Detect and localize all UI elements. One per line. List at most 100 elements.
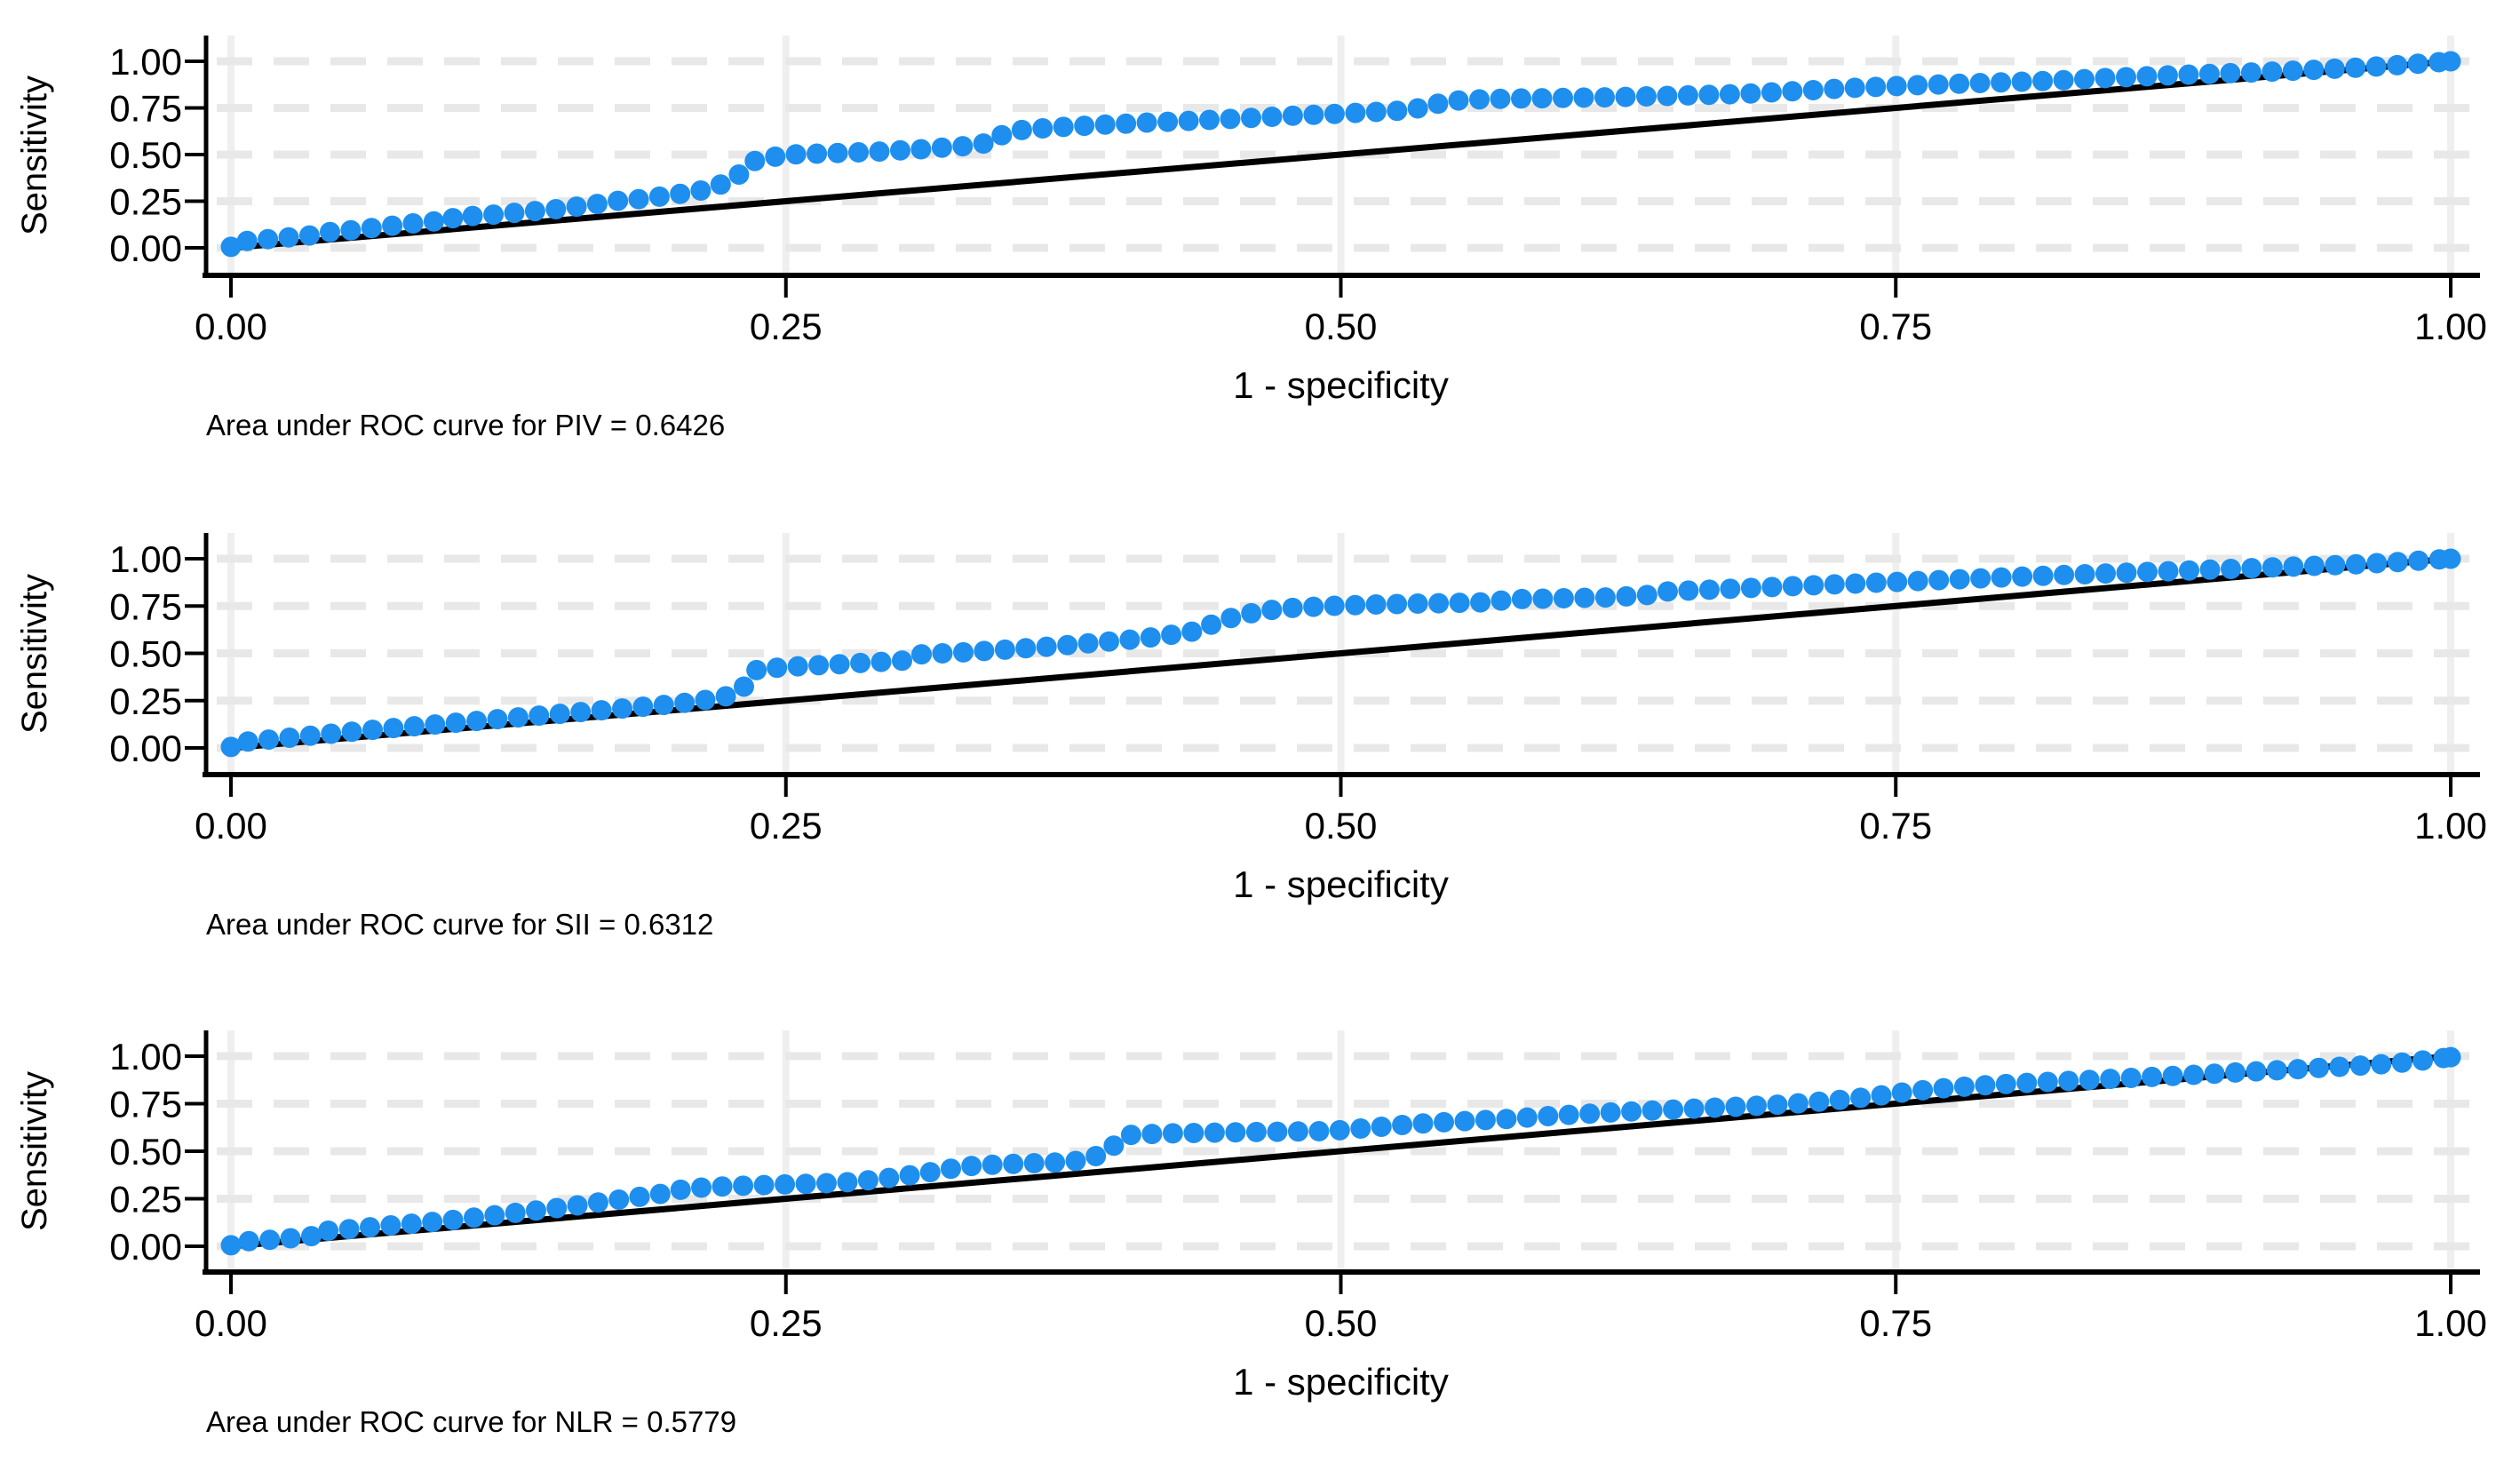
y-tick-label: 0.50 (109, 1131, 182, 1173)
roc-marker (2221, 559, 2241, 579)
roc-marker (1803, 575, 1824, 596)
x-tick-label: 0.50 (1305, 805, 1378, 847)
roc-marker (695, 689, 716, 711)
roc-marker (850, 652, 871, 673)
roc-marker (1350, 1118, 1371, 1139)
roc-marker (837, 1172, 858, 1193)
roc-marker (2079, 1069, 2100, 1091)
roc-marker (974, 640, 995, 662)
roc-marker (1045, 1152, 1066, 1173)
roc-marker (1491, 590, 1512, 611)
roc-marker (1871, 1085, 1892, 1106)
roc-marker (2032, 70, 2054, 91)
y-axis-title: Sensitivity (15, 1071, 54, 1231)
y-tick-label: 0.00 (109, 227, 182, 269)
roc-marker (1887, 571, 1908, 592)
roc-marker (1178, 110, 1199, 131)
roc-marker (298, 225, 320, 246)
roc-marker (1245, 1121, 1267, 1142)
roc-marker (1023, 1153, 1045, 1173)
roc-marker (1225, 1122, 1246, 1143)
roc-marker (1767, 1094, 1788, 1116)
roc-marker (1802, 80, 1824, 100)
roc-marker (1678, 580, 1699, 601)
roc-marker (733, 1175, 754, 1197)
x-tick-label: 1.00 (2414, 805, 2487, 847)
roc-marker (1282, 105, 1303, 126)
roc-marker (1949, 569, 1970, 590)
roc-marker (1077, 632, 1099, 654)
roc-marker (566, 196, 587, 218)
roc-marker (744, 150, 766, 171)
roc-marker (829, 654, 850, 675)
roc-marker (1241, 602, 1262, 624)
roc-marker (1933, 1077, 1954, 1099)
y-axis-title: Sensitivity (15, 574, 54, 734)
roc-marker (1371, 1117, 1392, 1137)
x-tick-label: 0.25 (750, 805, 823, 847)
roc-marker (1387, 100, 1408, 122)
roc-marker (653, 695, 674, 716)
roc-marker (808, 655, 830, 676)
roc-marker (220, 736, 242, 758)
roc-marker (2142, 1066, 2163, 1087)
roc-marker (715, 686, 736, 707)
roc-marker (1428, 592, 1450, 614)
roc-marker (961, 1156, 982, 1177)
roc-marker (1032, 118, 1053, 139)
roc-marker (425, 714, 446, 735)
roc-marker (1094, 114, 1116, 135)
roc-panel-nlr: 0.00 0.25 0.50 0.75 1.00 0.00 0.25 0.50 0.75 1.00… (15, 1030, 2487, 1403)
roc-marker (2324, 58, 2345, 79)
roc-marker (1928, 569, 1950, 591)
roc-marker (2262, 557, 2283, 578)
roc-marker (462, 205, 483, 227)
roc-marker (1204, 1122, 1225, 1143)
x-tick-label: 1.00 (2414, 306, 2487, 347)
y-tick-label: 0.25 (109, 181, 182, 223)
roc-marker (795, 1173, 816, 1195)
roc-marker (1140, 627, 1161, 648)
roc-marker (2246, 1061, 2267, 1082)
roc-marker (321, 723, 342, 744)
roc-marker (1953, 1076, 1975, 1097)
roc-panel-piv: 0.00 0.25 0.50 0.75 1.000.000.250.500.751.00… (15, 36, 2487, 406)
roc-marker (1574, 587, 1595, 608)
roc-marker (567, 1195, 588, 1216)
roc-marker (401, 1213, 422, 1235)
y-tick-label: 1.00 (109, 1036, 182, 1077)
y-tick-label: 0.75 (109, 88, 182, 130)
roc-marker (423, 211, 444, 232)
roc-marker (1698, 579, 1720, 600)
roc-marker (2204, 1063, 2225, 1085)
roc-marker (1011, 119, 1032, 140)
roc-marker (932, 643, 953, 664)
roc-marker (1183, 1123, 1204, 1143)
y-axis-title: Sensitivity (15, 76, 54, 235)
roc-marker (2116, 562, 2137, 584)
roc-marker (765, 146, 786, 167)
roc-marker (1511, 88, 1531, 109)
roc-marker (1761, 576, 1783, 598)
roc-marker (258, 228, 279, 250)
roc-marker (1558, 1104, 1579, 1125)
roc-marker (1365, 594, 1387, 615)
x-tick-label: 0.75 (1859, 1302, 1932, 1344)
roc-marker (279, 728, 300, 748)
roc-marker (2095, 68, 2116, 89)
roc-marker (2054, 564, 2075, 585)
roc-marker (991, 124, 1013, 146)
roc-marker (1303, 596, 1324, 617)
roc-marker (753, 1174, 775, 1196)
roc-marker (931, 137, 952, 158)
roc-marker (2282, 60, 2303, 82)
roc-marker (1329, 1119, 1350, 1141)
roc-marker (586, 194, 608, 215)
roc-marker (892, 650, 912, 672)
roc-marker (2220, 62, 2241, 83)
roc-marker (1787, 1093, 1809, 1114)
roc-marker (827, 142, 848, 163)
roc-marker (899, 1165, 920, 1186)
roc-marker (1015, 638, 1037, 659)
